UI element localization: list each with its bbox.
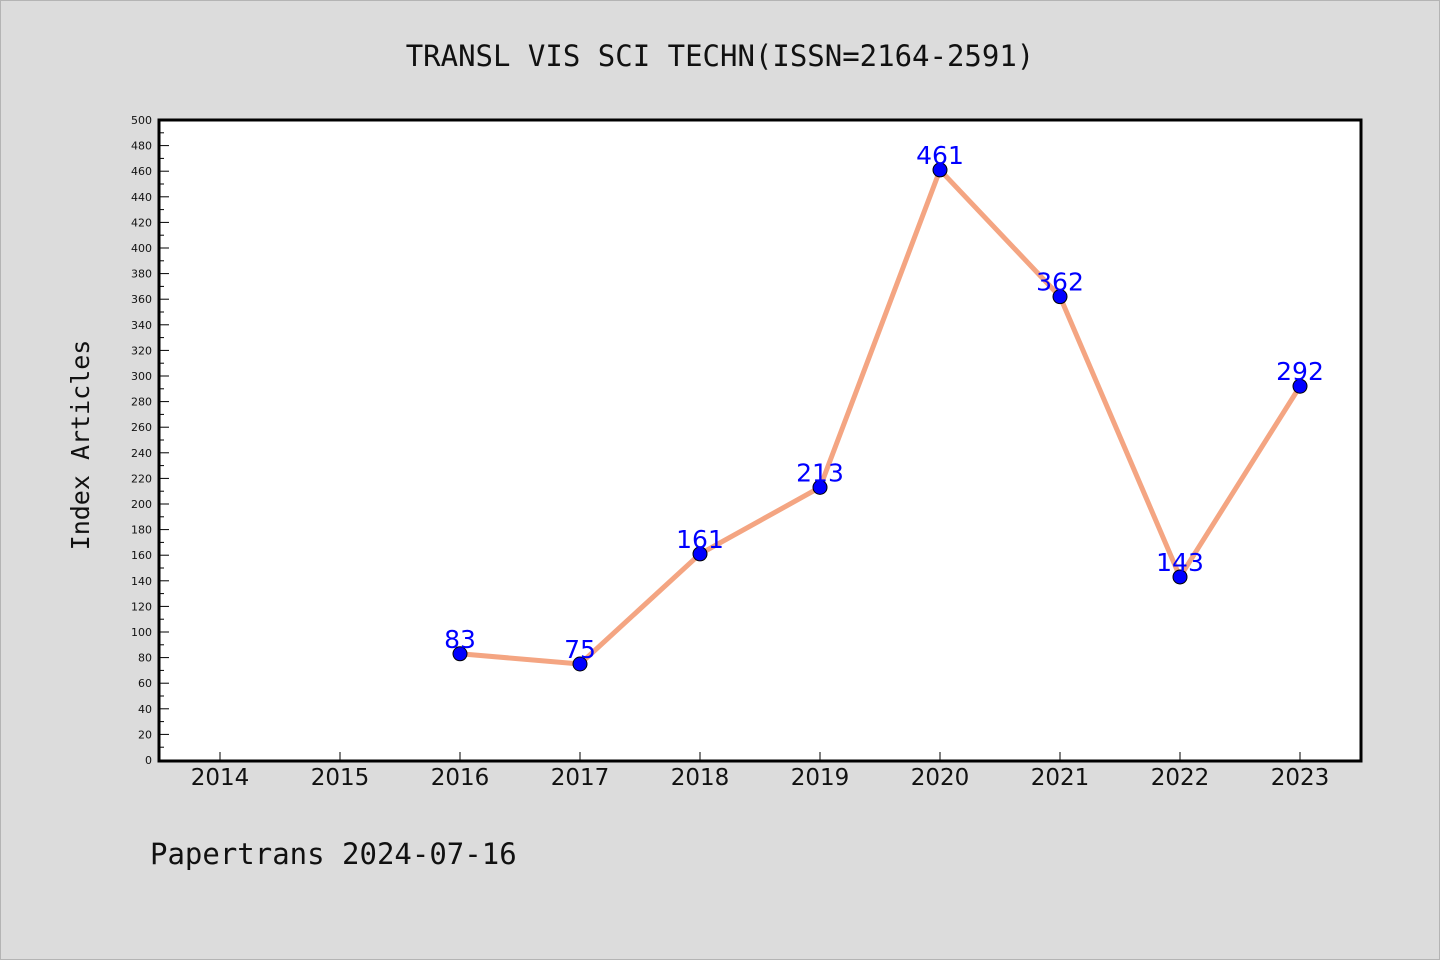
- y-tick-label: 500: [131, 114, 152, 127]
- y-tick-label: 460: [131, 165, 152, 178]
- x-tick-label: 2017: [551, 765, 610, 791]
- y-tick-label: 280: [131, 396, 152, 409]
- y-tick-label: 360: [131, 293, 152, 306]
- data-label: 292: [1276, 357, 1324, 386]
- y-tick-label: 0: [145, 754, 152, 767]
- x-tick-label: 2020: [911, 765, 970, 791]
- y-axis: 0 20 40 60 80 100 120 140 160 180 200 220 240 260 280 3…: [131, 114, 169, 767]
- y-tick-label: 320: [131, 344, 152, 357]
- y-tick-label: 40: [138, 703, 152, 716]
- chart-title: TRANSL VIS SCI TECHN(ISSN=2164-2591): [406, 39, 1035, 73]
- y-tick-label: 200: [131, 498, 152, 511]
- y-tick-label: 480: [131, 140, 152, 153]
- data-point: [1172, 569, 1188, 585]
- x-tick-label: 2016: [431, 765, 490, 791]
- x-tick-label: 2015: [311, 765, 370, 791]
- data-point: [812, 479, 828, 495]
- y-tick-label: 300: [131, 370, 152, 383]
- data-point: [1052, 289, 1068, 305]
- x-tick-label: 2021: [1031, 765, 1090, 791]
- y-tick-label: 340: [131, 319, 152, 332]
- data-point: [452, 646, 468, 662]
- y-tick-label: 420: [131, 216, 152, 229]
- y-tick-label: 440: [131, 191, 152, 204]
- y-tick-label: 240: [131, 447, 152, 460]
- y-tick-label: 100: [131, 626, 152, 639]
- data-label: 83: [444, 625, 476, 654]
- data-point: [692, 546, 708, 562]
- data-label: 161: [676, 525, 724, 554]
- y-tick-label: 20: [138, 728, 152, 741]
- series-line: [457, 167, 1303, 667]
- y-tick-label: 260: [131, 421, 152, 434]
- y-tick-label: 220: [131, 472, 152, 485]
- y-tick-label: 380: [131, 268, 152, 281]
- x-tick-label: 2014: [191, 765, 250, 791]
- y-tick-label: 180: [131, 524, 152, 537]
- y-tick-label: 160: [131, 549, 152, 562]
- data-label: 143: [1156, 548, 1204, 577]
- data-point: [1292, 378, 1308, 394]
- footer-credit: Papertrans 2024-07-16: [150, 837, 517, 871]
- data-point: [572, 656, 588, 672]
- x-tick-label: 2019: [791, 765, 850, 791]
- y-tick-label: 140: [131, 575, 152, 588]
- plot-area: [157, 118, 1363, 763]
- y-tick-label: 120: [131, 600, 152, 613]
- x-axis: 2014 2015 2016 2017 2018 2019 2020 2021 2022 2023: [191, 752, 1330, 791]
- y-tick-label: 400: [131, 242, 152, 255]
- data-point: [932, 162, 948, 178]
- data-label: 213: [796, 458, 844, 487]
- x-tick-label: 2022: [1151, 765, 1210, 791]
- y-tick-label: 60: [138, 677, 152, 690]
- data-label: 461: [916, 141, 964, 170]
- y-axis-label: Index Articles: [66, 340, 95, 551]
- y-tick-label: 80: [138, 652, 152, 665]
- x-tick-label: 2018: [671, 765, 730, 791]
- data-label: 75: [564, 635, 596, 664]
- series-layer: 83 75 161 213 461 362 143 292: [444, 141, 1324, 672]
- x-tick-label: 2023: [1271, 765, 1330, 791]
- data-label: 362: [1036, 268, 1084, 297]
